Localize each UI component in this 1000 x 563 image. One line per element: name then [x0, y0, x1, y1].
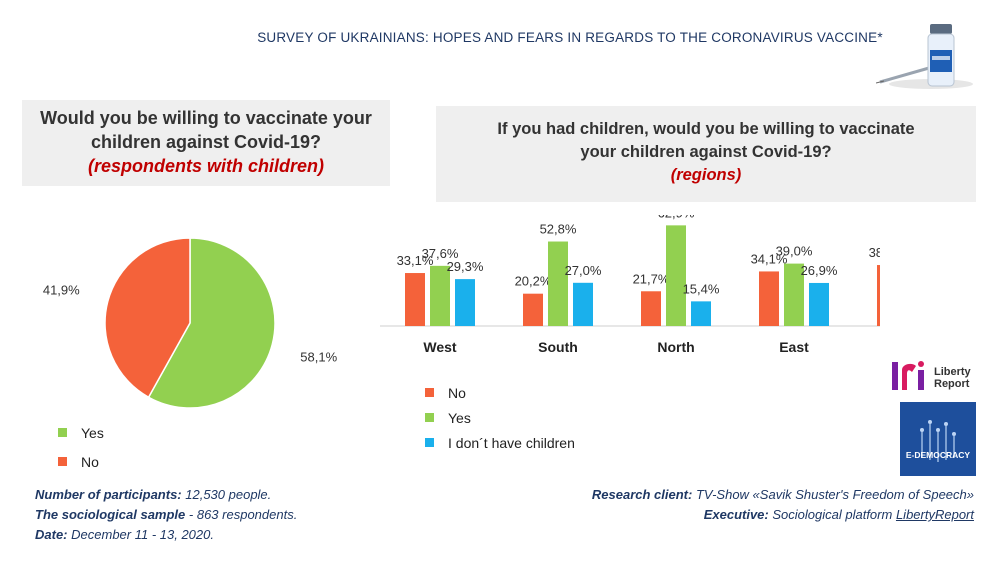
bar-data-label: 20,2% — [515, 274, 552, 289]
participants-label: Number of participants: — [35, 487, 182, 502]
bar-i-don-t-have-children-west — [455, 279, 475, 326]
bar-data-label: 38,1% — [869, 245, 880, 260]
legend-swatch-yes — [425, 413, 434, 422]
bar-data-label: 26,9% — [801, 263, 838, 278]
liberty-report-link[interactable]: LibertyReport — [895, 507, 974, 522]
liberty-logo-line-1: Liberty — [934, 366, 971, 378]
sample-line: The sociological sample - 863 respondent… — [35, 505, 297, 525]
legend-label: No — [448, 384, 466, 401]
legend-swatch-no-children — [425, 438, 434, 447]
bar-yes-north — [666, 225, 686, 326]
bar-data-label: 33,1% — [397, 253, 434, 268]
liberty-report-logo-mark — [892, 361, 924, 390]
question-line-1: Would you be willing to vaccinate your — [40, 108, 372, 128]
bar-i-don-t-have-children-north — [691, 301, 711, 326]
legend-item-yes: Yes — [425, 405, 575, 430]
bar-data-label: 62,9% — [658, 215, 695, 220]
client-line: Research client: TV-Show «Savik Shuster'… — [592, 485, 974, 505]
bar-data-label: 27,0% — [565, 263, 602, 278]
liberty-report-logo-text: Liberty Report — [934, 366, 971, 390]
bar-legend: No Yes I don´t have children — [425, 380, 575, 455]
date-line: Date: December 11 - 13, 2020. — [35, 525, 297, 545]
bar-no-north — [641, 291, 661, 326]
bar-no-central — [877, 265, 880, 326]
bar-i-don-t-have-children-east — [809, 282, 829, 326]
bar-data-label: 52,8% — [540, 222, 577, 237]
bar-no-east — [759, 271, 779, 326]
survey-details: Number of participants: 12,530 people. T… — [35, 485, 297, 545]
question-panel-children: Would you be willing to vaccinate your c… — [22, 100, 390, 186]
question-line-2: children against Covid-19? — [90, 132, 322, 152]
question-panel-regions: If you had children, would you be willin… — [436, 106, 976, 202]
sample-label: The sociological sample — [35, 507, 186, 522]
participants-line: Number of participants: 12,530 people. — [35, 485, 297, 505]
category-label-west: West — [423, 339, 457, 355]
category-label-east: East — [779, 339, 809, 355]
circuit-hand-icon — [920, 420, 956, 462]
question-line-1: If you had children, would you be willin… — [497, 120, 915, 138]
pie-data-label: 58,1% — [300, 349, 337, 364]
client-value: TV-Show «Savik Shuster's Freedom of Spee… — [695, 487, 974, 502]
executive-line: Executive: Sociological platform Liberty… — [592, 505, 974, 525]
bar-data-label: 34,1% — [751, 251, 788, 266]
legend-label: No — [81, 453, 99, 470]
bar-data-label: 39,0% — [776, 244, 813, 259]
category-label-north: North — [657, 339, 694, 355]
pie-slice-yes — [147, 237, 276, 409]
bar-no-south — [523, 293, 543, 326]
sample-value: - 863 respondents. — [188, 507, 298, 522]
date-label: Date: — [35, 527, 68, 542]
bar-no-west — [405, 273, 425, 326]
bar-yes-south — [548, 241, 568, 326]
bar-i-don-t-have-children-south — [573, 282, 593, 326]
legend-item-yes: Yes — [58, 418, 104, 447]
bar-chart: 33,1%37,6%29,3% West 20,2% 52,8% 27,0% South 2… — [380, 215, 880, 355]
pie-legend: Yes No — [58, 418, 104, 476]
executive-value: Sociological platform — [772, 507, 893, 522]
bar-data-label: 37,6% — [422, 246, 459, 261]
question-line-2: your children against Covid-19? — [580, 143, 832, 161]
legend-swatch-no — [425, 388, 434, 397]
legend-swatch-yes — [58, 428, 67, 437]
legend-label: Yes — [81, 424, 104, 441]
bar-data-label: 21,7% — [633, 271, 670, 286]
executive-label: Executive: — [703, 507, 769, 522]
pie-data-label: 41,9% — [43, 283, 80, 298]
pie-slice-no — [104, 237, 191, 399]
liberty-logo-line-2: Report — [934, 378, 970, 390]
legend-item-no: No — [58, 447, 104, 476]
client-label: Research client: — [591, 487, 693, 502]
bar-yes-west — [430, 265, 450, 326]
participants-value: 12,530 people. — [185, 487, 272, 502]
legend-item-no: No — [425, 380, 575, 405]
liberty-report-logo: Liberty Report — [888, 358, 980, 398]
legend-swatch-no — [58, 457, 67, 466]
question-subtitle: (regions) — [670, 166, 742, 184]
date-value: December 11 - 13, 2020. — [71, 527, 214, 542]
research-credits: Research client: TV-Show «Savik Shuster'… — [592, 485, 974, 525]
page-title: SURVEY OF UKRAINIANS: HOPES AND FEARS IN… — [257, 30, 883, 45]
legend-label: Yes — [448, 409, 471, 426]
e-democracy-logo-text: E-DEMOCRACY — [905, 450, 971, 460]
e-democracy-logo: E-DEMOCRACY — [900, 402, 976, 476]
pie-chart: 58,1% 41,9% — [43, 237, 338, 409]
question-subtitle: (respondents with children) — [87, 156, 324, 176]
bar-data-label: 15,4% — [683, 281, 720, 296]
vaccine-vial-icon — [876, 24, 973, 89]
category-label-south: South — [538, 339, 578, 355]
bar-yes-east — [784, 263, 804, 326]
legend-item-no-children: I don´t have children — [425, 430, 575, 455]
legend-label: I don´t have children — [448, 434, 575, 451]
bar-data-label: 29,3% — [447, 259, 484, 274]
